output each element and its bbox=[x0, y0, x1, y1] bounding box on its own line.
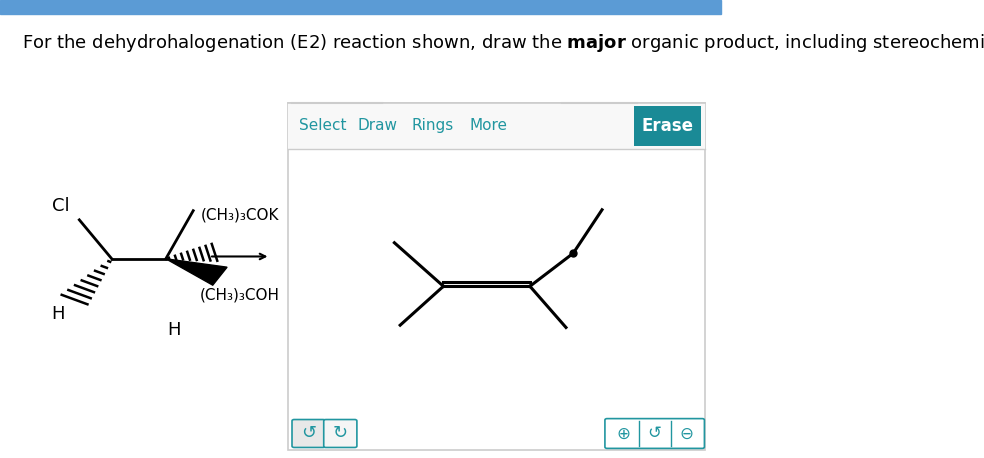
FancyBboxPatch shape bbox=[324, 420, 357, 447]
Text: ↺: ↺ bbox=[301, 425, 316, 442]
Text: Erase: Erase bbox=[642, 117, 694, 135]
Text: H: H bbox=[51, 305, 65, 322]
FancyBboxPatch shape bbox=[292, 420, 325, 447]
Text: ↺: ↺ bbox=[647, 425, 661, 442]
Text: Select: Select bbox=[299, 119, 346, 133]
Text: Rings: Rings bbox=[411, 119, 454, 133]
Text: ⊕: ⊕ bbox=[616, 425, 630, 442]
Bar bbox=[635, 106, 701, 146]
Bar bbox=[288, 103, 706, 450]
Polygon shape bbox=[166, 259, 227, 285]
Text: ⊖: ⊖ bbox=[680, 425, 694, 442]
Text: Draw: Draw bbox=[357, 119, 398, 133]
Text: For the dehydrohalogenation (E2) reaction shown, draw the $\bf{major}$ organic p: For the dehydrohalogenation (E2) reactio… bbox=[22, 32, 984, 54]
Text: Cl: Cl bbox=[52, 197, 70, 215]
FancyBboxPatch shape bbox=[605, 419, 705, 448]
Text: (CH₃)₃COH: (CH₃)₃COH bbox=[200, 288, 279, 303]
Text: (CH₃)₃COK: (CH₃)₃COK bbox=[201, 207, 279, 222]
Text: More: More bbox=[469, 119, 508, 133]
Bar bbox=[0, 0, 721, 14]
Bar bbox=[288, 103, 706, 149]
Text: H: H bbox=[167, 321, 181, 338]
Text: ↻: ↻ bbox=[333, 425, 348, 442]
